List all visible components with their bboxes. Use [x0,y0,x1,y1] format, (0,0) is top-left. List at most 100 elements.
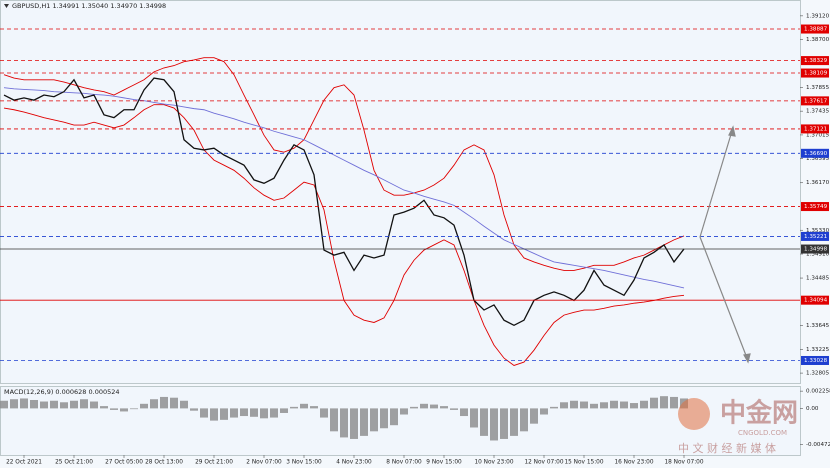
watermark: 中金网 CNGOLD.COM 中 文 财 经 新 媒 体 [678,398,798,455]
macd-bar [250,408,258,417]
x-tick-label: 9 Nov 15:00 [426,460,462,466]
x-tick-label: 29 Oct 21:00 [195,460,233,466]
x-tick-label: 2 Nov 07:00 [246,460,282,466]
macd-bar [670,396,678,409]
watermark-site: CNGOLD.COM [738,429,787,437]
y-tick-label: 1.39120 [806,13,830,19]
macd-bar [310,406,318,409]
macd-bar [430,404,438,409]
y-tick-label: 1.36170 [806,180,830,186]
marks: 1.39120 1.38700 1.37855 1.37435 1.37015 1.365… [0,13,830,466]
macd-bar [110,408,118,410]
x-tick-label: 12 Nov 07:00 [524,460,563,466]
macd-bar [420,403,428,409]
x-tick-label: 16 Nov 23:00 [614,460,653,466]
macd-bar [90,401,98,409]
y-tick-label: 1.33225 [806,347,830,353]
macd-bar [610,400,618,409]
macd-bar [410,406,418,409]
macd-bar [20,398,28,409]
macd-bar [300,403,308,409]
menu-triangle [4,4,9,8]
macd-bar [260,408,268,419]
level-label-box [801,24,829,34]
level-label-box [801,96,829,106]
y-tick-label: 1.37435 [806,109,830,115]
level-label-box [801,295,829,305]
macd-bar [590,403,598,409]
macd-bar [180,400,188,409]
y-tick-label: 0.002258 [806,389,830,395]
arrow-head [728,125,736,137]
macd-bar [70,400,78,409]
series-line [3,57,685,271]
macd-bar [510,408,518,436]
macd-bar [560,402,568,409]
level-label: 1.35221 [804,234,828,240]
y-tick-label: 1.34485 [806,276,830,282]
macd-bar [100,406,108,409]
macd-bar [570,400,578,409]
macd-bar [480,408,488,436]
macd-bar [630,403,638,409]
macd-bar [640,400,648,409]
macd-bar [130,408,138,410]
arrow-head [743,353,751,364]
y-tick-label: 1.33645 [806,323,830,329]
macd-bar [370,408,378,432]
level-label: 1.38887 [804,27,828,33]
x-tick-label: 28 Oct 13:00 [145,460,183,466]
projection-arrows [699,125,751,364]
level-label: 1.37121 [804,126,828,132]
series-line [3,87,685,289]
macd-bar [320,408,328,418]
macd-bar [660,396,668,409]
macd-bar [50,400,58,409]
macd-bar [470,408,478,428]
macd-bar [550,406,558,409]
x-tick-label: 18 Nov 07:00 [664,460,703,466]
macd-bar [160,396,168,409]
macd-bar [240,408,248,417]
macd-bar [280,408,288,413]
level-label-box [801,202,829,212]
macd-bar [140,403,148,409]
macd-bar [450,408,458,410]
macd-bar [530,408,538,424]
level-label-box [801,124,829,134]
macd-bar [360,408,368,436]
level-label: 1.34998 [804,247,828,253]
x-tick-label: 3 Nov 15:00 [286,460,322,466]
macd-bar [380,408,388,429]
watermark-name: 中金网 [720,398,798,429]
level-label-box [801,68,829,78]
y-tick-label: 1.37855 [806,85,830,91]
macd-bar [650,397,658,409]
level-label: 1.37617 [804,98,828,104]
x-tick-label: 15 Nov 15:00 [564,460,603,466]
macd-bar [350,408,358,439]
x-tick-label: 8 Nov 07:00 [386,460,422,466]
macd-bar [290,406,298,409]
macd-bar [440,406,448,409]
macd-bar [30,399,38,409]
macd-bar [270,408,278,418]
macd-bar [520,408,528,432]
macd-bar [600,402,608,409]
macd-bar [80,399,88,409]
y-tick-label: 1.35330 [806,228,830,234]
level-label: 1.33028 [804,358,828,364]
x-tick-label: 10 Nov 23:00 [474,460,513,466]
macd-bar [120,408,128,412]
x-tick-label: 22 Oct 2021 [6,460,42,466]
arrow-up [699,130,733,238]
macd-bar [330,408,338,432]
level-label-box [801,244,829,254]
level-label: 1.35749 [804,204,828,210]
macd-bar [170,397,178,409]
x-tick-label: 4 Nov 23:00 [336,460,372,466]
macd-bar [490,408,498,441]
macd-bar [620,401,628,409]
macd-bar [340,408,348,438]
